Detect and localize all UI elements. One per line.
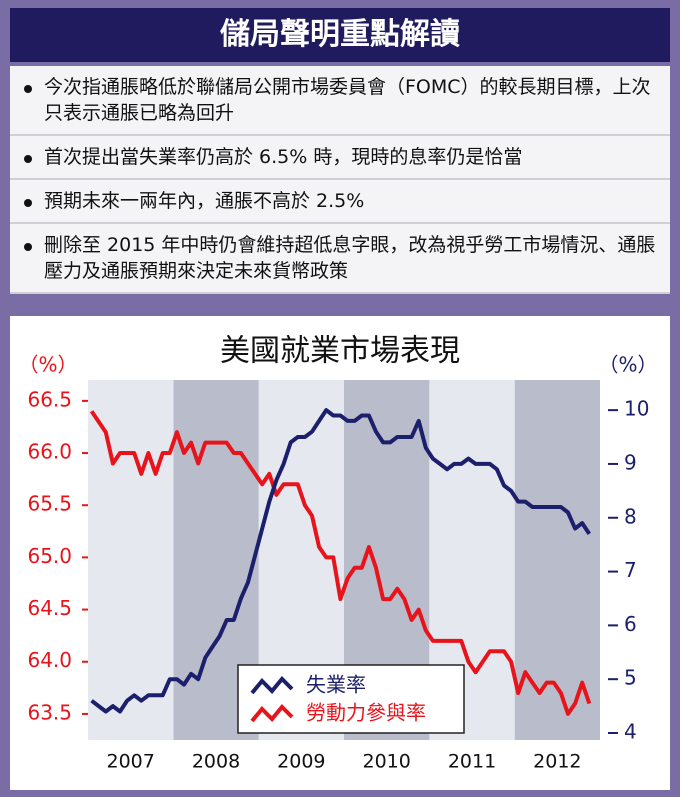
y2-tick-label: 8	[624, 504, 637, 528]
y-tick-label: 63.5	[27, 700, 72, 724]
bullet: 預期未來一兩年內，通脹不高於 2.5%	[10, 180, 670, 224]
y-tick-label: 64.5	[27, 596, 72, 620]
y-tick-label: 66.0	[27, 440, 72, 464]
bullet: 刪除至 2015 年中時仍會維持超低息字眼，改為視乎勞工市場情況、通脹壓力及通脹…	[10, 224, 670, 294]
legend-label: 勞動力參與率	[306, 701, 426, 725]
y2-tick-label: 4	[624, 720, 637, 744]
y2-tick-label: 6	[624, 612, 637, 636]
y-tick-label: 65.0	[27, 544, 72, 568]
panel-title: 儲局聲明重點解讀	[10, 8, 670, 62]
bullet: 今次指通脹略低於聯儲局公開市場委員會（FOMC）的較長期目標，上次只表示通脹已略…	[10, 66, 670, 136]
y2-tick-label: 7	[624, 558, 637, 582]
y-axis-label: （%）	[18, 353, 77, 377]
x-tick-label: 2009	[277, 751, 325, 773]
x-tick-label: 2011	[448, 751, 496, 773]
year-band	[88, 380, 174, 740]
y-tick-label: 66.5	[27, 387, 72, 411]
bullet-list: 今次指通脹略低於聯儲局公開市場委員會（FOMC）的較長期目標，上次只表示通脹已略…	[10, 66, 670, 294]
y2-tick-label: 10	[624, 397, 649, 421]
bullet: 首次提出當失業率仍高於 6.5% 時，現時的息率仍是恰當	[10, 136, 670, 180]
legend-icon	[250, 676, 294, 695]
series-line	[89, 410, 592, 716]
x-tick-label: 2010	[362, 751, 410, 773]
y2-axis-label: （%）	[598, 353, 657, 377]
legend-box	[237, 664, 465, 734]
chart-title: 美國就業市場表現	[220, 334, 460, 369]
y2-tick-label: 9	[624, 450, 637, 474]
y-tick-label: 65.5	[27, 492, 72, 516]
x-tick-label: 2007	[106, 751, 154, 773]
x-tick-label: 2008	[192, 751, 240, 773]
legend-label: 失業率	[306, 673, 366, 697]
x-tick-label: 2012	[533, 751, 581, 773]
series-line	[90, 408, 591, 714]
y-tick-label: 64.0	[27, 648, 72, 672]
legend-icon	[250, 704, 294, 723]
y2-tick-label: 5	[624, 666, 637, 690]
